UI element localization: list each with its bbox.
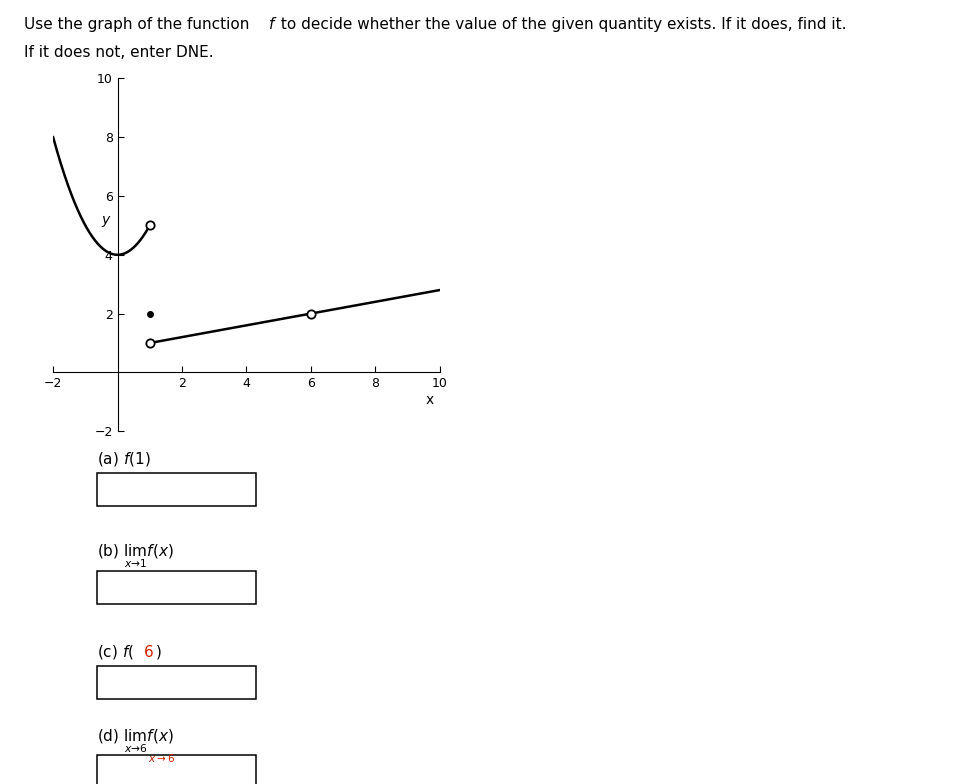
Text: to decide whether the value of the given quantity exists. If it does, find it.: to decide whether the value of the given… bbox=[276, 17, 847, 32]
Text: Use the graph of the function: Use the graph of the function bbox=[24, 17, 254, 32]
Text: $)$: $)$ bbox=[155, 644, 161, 661]
Text: (c) $f($: (c) $f($ bbox=[97, 644, 133, 661]
Text: f: f bbox=[269, 17, 274, 32]
Text: (b) $\lim_{x \to 1} f(x)$: (b) $\lim_{x \to 1} f(x)$ bbox=[97, 543, 173, 570]
Text: (a) $f(1)$: (a) $f(1)$ bbox=[97, 450, 151, 467]
Text: x: x bbox=[426, 393, 434, 407]
Text: y: y bbox=[101, 212, 109, 227]
Text: $x \to 6$: $x \to 6$ bbox=[148, 752, 175, 764]
Text: If it does not, enter DNE.: If it does not, enter DNE. bbox=[24, 45, 213, 60]
Text: (d) $\lim_{x \to 6} f(x)$: (d) $\lim_{x \to 6} f(x)$ bbox=[97, 728, 173, 754]
Text: $6$: $6$ bbox=[143, 644, 154, 660]
